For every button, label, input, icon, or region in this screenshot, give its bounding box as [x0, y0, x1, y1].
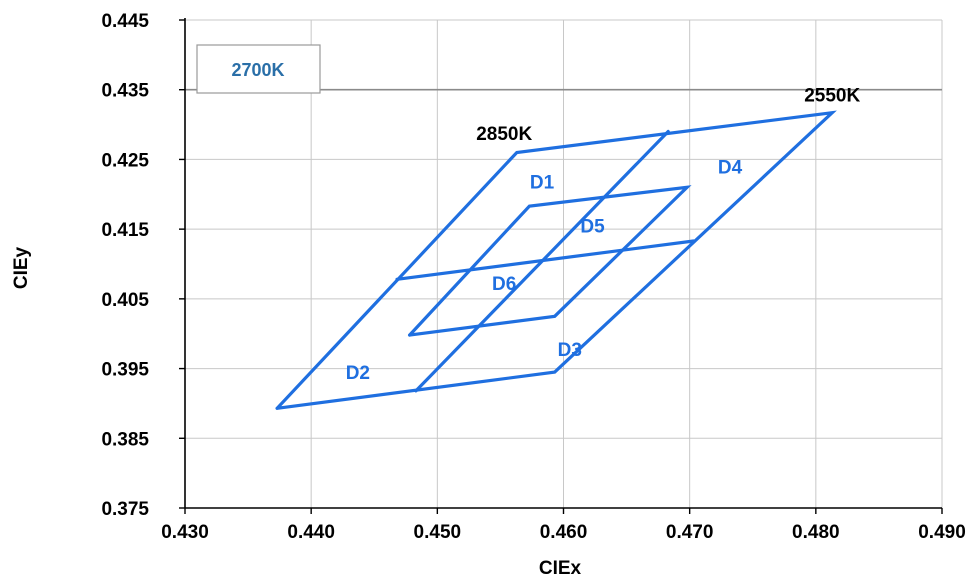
series-lines	[275, 110, 837, 410]
y-axis-title: CIEy	[11, 246, 32, 289]
region-annotation: D5	[580, 217, 605, 238]
y-tick-label: 0.425	[101, 150, 149, 171]
x-tick-label: 0.440	[287, 522, 335, 543]
x-tick-label: 0.480	[792, 522, 840, 543]
legend-box: 2700K	[196, 44, 321, 94]
series-line	[414, 129, 670, 393]
x-tick-label: 0.430	[161, 522, 209, 543]
cct-annotation: 2550K	[804, 86, 860, 107]
series-line	[408, 185, 692, 337]
x-tick-label: 0.490	[918, 522, 966, 543]
cct-annotation: 2850K	[476, 124, 532, 145]
y-tick-label: 0.445	[101, 11, 149, 32]
series-line	[275, 110, 837, 410]
y-tick-label: 0.405	[101, 290, 149, 311]
x-tick-label: 0.460	[540, 522, 588, 543]
axes	[179, 18, 943, 514]
tick-labels: 0.430 0.440 0.450 0.460 0.470 0.480 0.490 0.445…	[101, 11, 965, 543]
region-annotation: D1	[530, 173, 555, 194]
annotations: 2850K 2550K D1 D4 D5 D6 D3 D2	[346, 86, 861, 384]
y-tick-label: 0.395	[101, 360, 149, 381]
y-tick-label: 0.435	[101, 81, 149, 102]
region-annotation: D3	[558, 340, 582, 361]
region-annotation: D6	[492, 274, 516, 295]
region-annotation: D2	[346, 363, 370, 384]
legend-frame	[196, 44, 321, 94]
x-tick-label: 0.470	[666, 522, 714, 543]
x-tick-label: 0.450	[414, 522, 462, 543]
x-axis-title: CIEx	[539, 558, 582, 579]
y-tick-label: 0.415	[101, 220, 149, 241]
region-annotation: D4	[718, 157, 743, 178]
y-tick-label: 0.375	[101, 499, 149, 520]
y-tick-label: 0.385	[101, 429, 149, 450]
legend-label: 2700K	[231, 60, 284, 80]
